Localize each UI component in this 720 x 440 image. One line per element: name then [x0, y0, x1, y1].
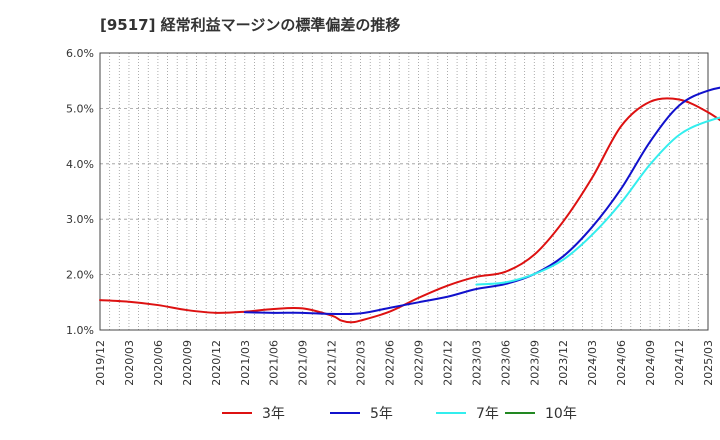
x-tick-label: 2024/12	[673, 340, 686, 386]
y-tick-label: 2.0%	[66, 269, 94, 282]
x-tick-label: 2021/03	[239, 340, 252, 386]
plot-border	[99, 52, 709, 331]
legend-label: 5年	[370, 406, 393, 422]
legend-label: 10年	[545, 406, 577, 422]
x-tick-label: 2024/03	[586, 340, 599, 386]
y-tick-label: 3.0%	[66, 213, 94, 226]
x-tick-label: 2020/12	[210, 340, 223, 386]
legend-label: 7年	[476, 406, 499, 422]
x-tick-label: 2022/06	[384, 340, 397, 386]
x-tick-label: 2024/09	[644, 340, 657, 386]
x-tick-label: 2023/03	[470, 340, 483, 386]
y-tick-label: 4.0%	[66, 158, 94, 171]
chart-title: [9517] 経常利益マージンの標準偏差の推移	[100, 16, 401, 34]
x-tick-label: 2022/12	[441, 340, 454, 386]
x-tick-label: 2021/06	[268, 340, 281, 386]
x-tick-label: 2025/03	[702, 340, 715, 386]
x-tick-label: 2022/09	[412, 340, 425, 386]
x-tick-label: 2020/03	[123, 340, 136, 386]
y-tick-label: 5.0%	[66, 102, 94, 115]
y-tick-label: 1.0%	[66, 324, 94, 337]
x-tick-label: 2023/09	[528, 340, 541, 386]
x-tick-label: 2019/12	[94, 340, 107, 386]
series-line-3	[475, 116, 720, 286]
x-tick-label: 2020/09	[181, 340, 194, 386]
legend-label: 3年	[262, 406, 285, 422]
x-tick-label: 2023/06	[499, 340, 512, 386]
x-tick-label: 2021/09	[297, 340, 310, 386]
x-tick-label: 2021/12	[326, 340, 339, 386]
x-tick-label: 2020/06	[152, 340, 165, 386]
plot-area	[100, 53, 708, 330]
series-line-1	[99, 97, 720, 324]
x-tick-label: 2022/03	[355, 340, 368, 386]
y-tick-label: 6.0%	[66, 47, 94, 60]
x-tick-label: 2024/06	[615, 340, 628, 386]
series-line-2	[243, 86, 720, 316]
x-tick-label: 2023/12	[557, 340, 570, 386]
